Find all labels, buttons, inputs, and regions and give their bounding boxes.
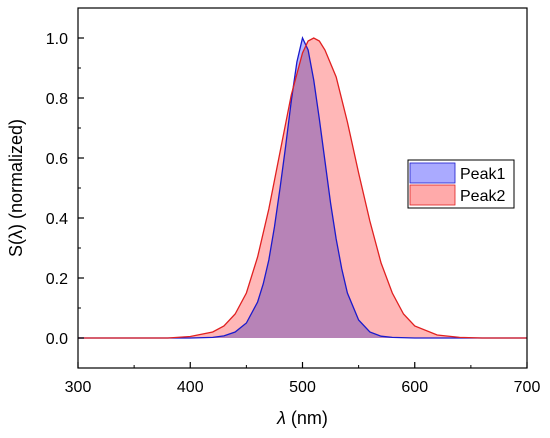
x-axis-label-unit: (nm) bbox=[286, 408, 328, 428]
x-axis-label: λ (nm) bbox=[276, 408, 328, 428]
y-axis-label: S(λ) (normalized) bbox=[6, 119, 26, 257]
y-tick-label: 0.4 bbox=[46, 211, 68, 228]
legend-label-peak2: Peak2 bbox=[460, 188, 505, 205]
series-line-peak2 bbox=[78, 37, 527, 339]
legend-label-peak1: Peak1 bbox=[460, 166, 505, 183]
x-axis-label-symbol: λ bbox=[276, 408, 286, 428]
plot-area bbox=[78, 36, 527, 339]
x-tick-label: 700 bbox=[514, 379, 541, 396]
x-tick-label: 500 bbox=[289, 379, 316, 396]
x-tick-label: 400 bbox=[177, 379, 204, 396]
axis-ticks: 300 400 500 600 700 0.0 0.2 0.4 0.6 0.8 1.0 bbox=[46, 31, 541, 396]
legend-swatch-peak1 bbox=[409, 162, 456, 184]
y-tick-label: 1.0 bbox=[46, 31, 68, 48]
y-tick-label: 0.2 bbox=[46, 271, 68, 288]
x-tick-label: 600 bbox=[401, 379, 428, 396]
series-line-peak1 bbox=[78, 36, 527, 339]
legend-swatch-peak2 bbox=[409, 184, 456, 206]
y-tick-label: 0.8 bbox=[46, 91, 68, 108]
series-area-peak2 bbox=[78, 38, 527, 338]
y-tick-label: 0.0 bbox=[46, 331, 68, 348]
x-tick-label: 300 bbox=[65, 379, 92, 396]
y-tick-label: 0.6 bbox=[46, 151, 68, 168]
legend: Peak1 Peak2 bbox=[407, 159, 515, 209]
